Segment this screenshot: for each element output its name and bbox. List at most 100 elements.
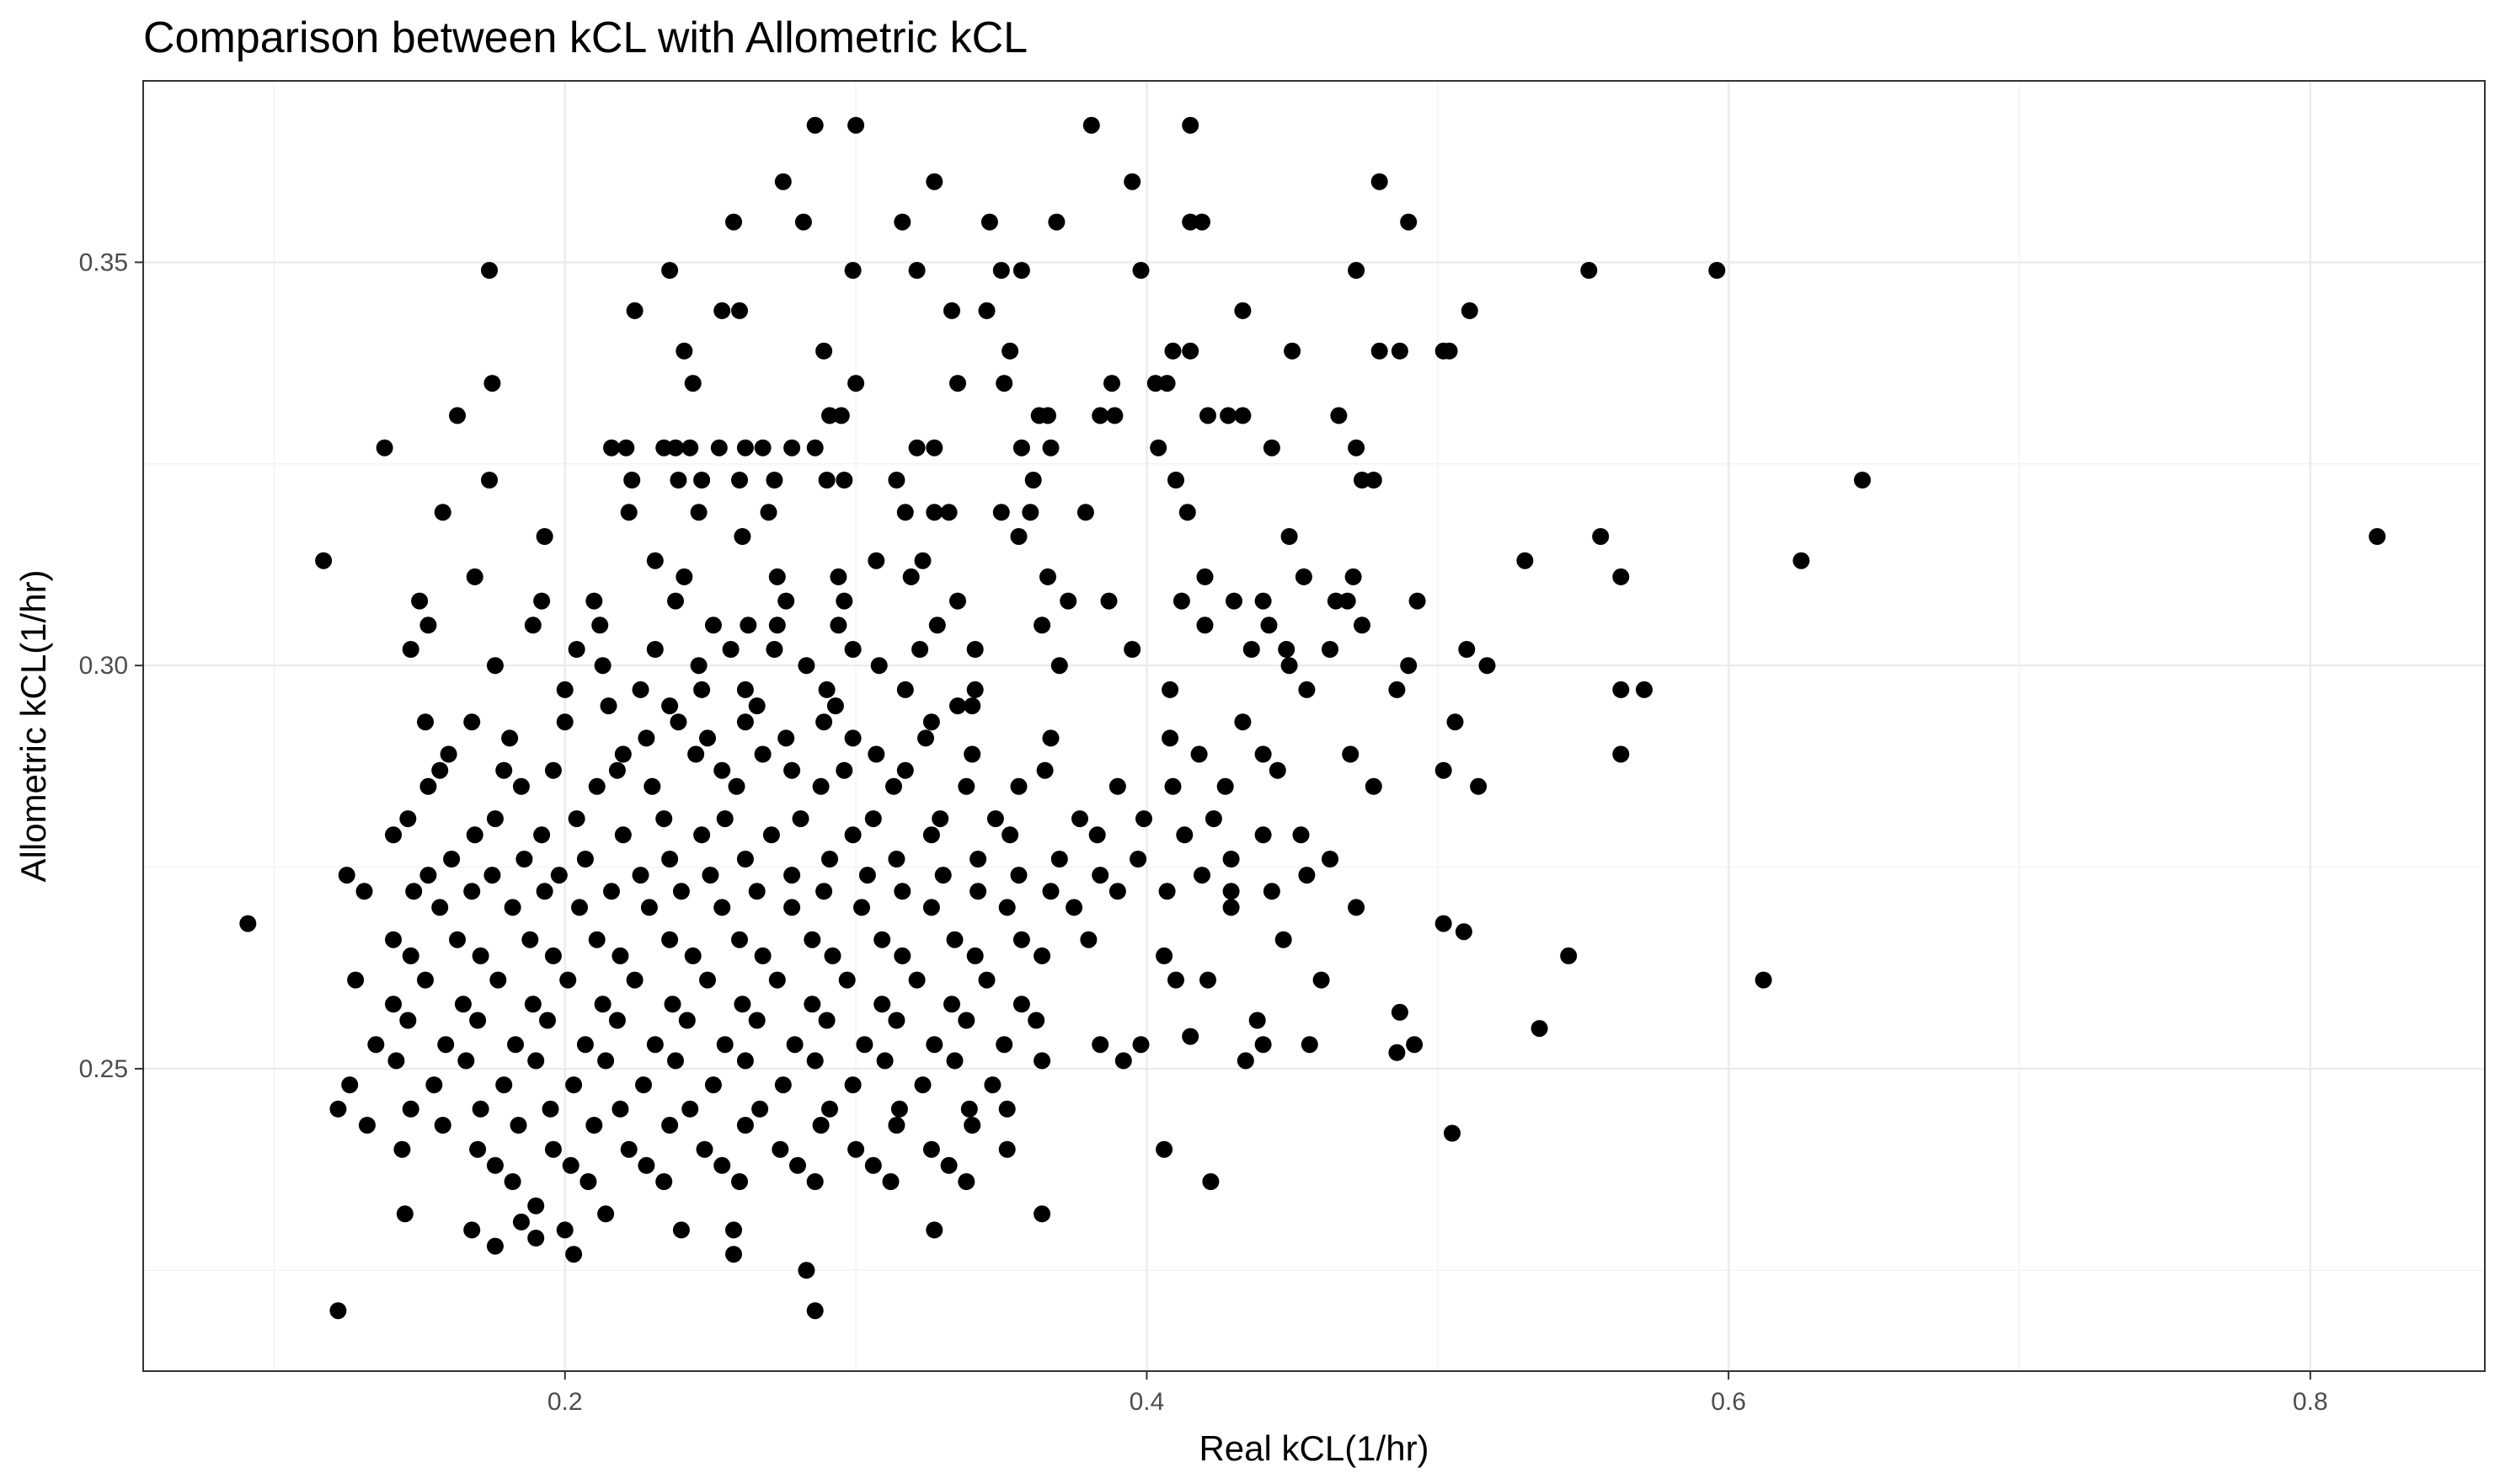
data-point (1173, 592, 1190, 610)
data-point (2369, 528, 2386, 545)
data-point (798, 657, 815, 675)
data-point (1400, 213, 1418, 231)
data-point (844, 729, 862, 747)
data-point (1010, 867, 1028, 884)
data-point (425, 1076, 443, 1094)
data-point (1196, 568, 1214, 585)
data-point (1854, 472, 1871, 488)
data-point (864, 810, 882, 828)
data-point (932, 810, 949, 828)
data-point (926, 504, 943, 521)
data-point (1162, 729, 1179, 747)
data-point (804, 996, 821, 1013)
data-point (702, 867, 719, 884)
data-point (926, 1036, 943, 1054)
data-point (495, 761, 513, 779)
data-point (1446, 713, 1464, 731)
data-point (1194, 213, 1210, 231)
data-point (716, 1036, 734, 1054)
x-axis-ticks: 0.2 0.4 0.6 0.8 (548, 1371, 2328, 1416)
data-point (1755, 971, 1772, 989)
data-point (806, 116, 824, 134)
data-point (585, 1117, 603, 1134)
data-point (1108, 883, 1126, 900)
data-point (1365, 472, 1382, 488)
data-point (1406, 1036, 1424, 1054)
data-point (1322, 851, 1338, 867)
data-point (672, 883, 690, 900)
data-point (419, 617, 437, 634)
y-axis-ticks: 0.25 0.30 0.35 (79, 248, 143, 1083)
data-point (1455, 923, 1472, 941)
data-point (734, 996, 751, 1013)
data-point (1391, 1003, 1408, 1021)
data-point (1103, 375, 1120, 392)
data-point (376, 439, 393, 456)
data-point (922, 826, 940, 844)
data-point (632, 867, 649, 884)
data-point (585, 592, 603, 610)
data-point (1365, 777, 1382, 795)
data-point (693, 826, 711, 844)
data-point (914, 552, 932, 569)
data-point (821, 1100, 838, 1118)
data-point (533, 826, 551, 844)
data-point (1002, 826, 1019, 844)
data-point (1242, 641, 1260, 658)
data-point (661, 1117, 679, 1134)
data-point (978, 971, 996, 989)
data-point (417, 971, 434, 989)
data-point (1150, 439, 1167, 456)
data-point (1182, 342, 1199, 360)
data-point (646, 641, 664, 658)
data-point (964, 697, 981, 715)
data-point (681, 439, 699, 456)
data-point (338, 867, 355, 884)
data-point (1292, 826, 1310, 844)
data-point (527, 1052, 545, 1070)
data-point (928, 617, 946, 634)
data-point (1254, 592, 1272, 610)
data-point (914, 1076, 932, 1094)
data-point (463, 883, 481, 900)
data-point (454, 996, 472, 1013)
data-point (812, 1117, 830, 1134)
data-point (449, 931, 466, 948)
data-point (594, 657, 612, 675)
data-point (699, 971, 716, 989)
data-point (946, 931, 964, 948)
data-point (690, 504, 708, 521)
data-point (934, 867, 952, 884)
data-point (940, 504, 958, 521)
data-point (716, 810, 734, 828)
data-point (864, 1156, 882, 1174)
data-point (830, 568, 847, 585)
data-point (858, 867, 876, 884)
data-point (1092, 407, 1109, 424)
data-point (661, 697, 679, 715)
data-point (1792, 552, 1810, 569)
data-point (1146, 375, 1164, 392)
data-point (731, 472, 748, 488)
data-point (1254, 745, 1272, 763)
data-point (868, 552, 885, 569)
data-point (888, 1117, 905, 1134)
data-point (1478, 657, 1496, 675)
data-point (644, 777, 661, 795)
data-point (676, 342, 693, 360)
data-point (355, 883, 373, 900)
data-point (1237, 1052, 1254, 1070)
data-point (678, 1012, 696, 1029)
data-point (1060, 592, 1077, 610)
data-point (1124, 641, 1141, 658)
data-point (760, 504, 777, 521)
data-point (902, 568, 920, 585)
data-point (635, 1076, 652, 1094)
data-point (1199, 971, 1216, 989)
data-point (483, 375, 501, 392)
data-point (821, 851, 838, 867)
data-point (1269, 761, 1286, 779)
data-point (998, 1100, 1016, 1118)
data-point (725, 1246, 742, 1263)
